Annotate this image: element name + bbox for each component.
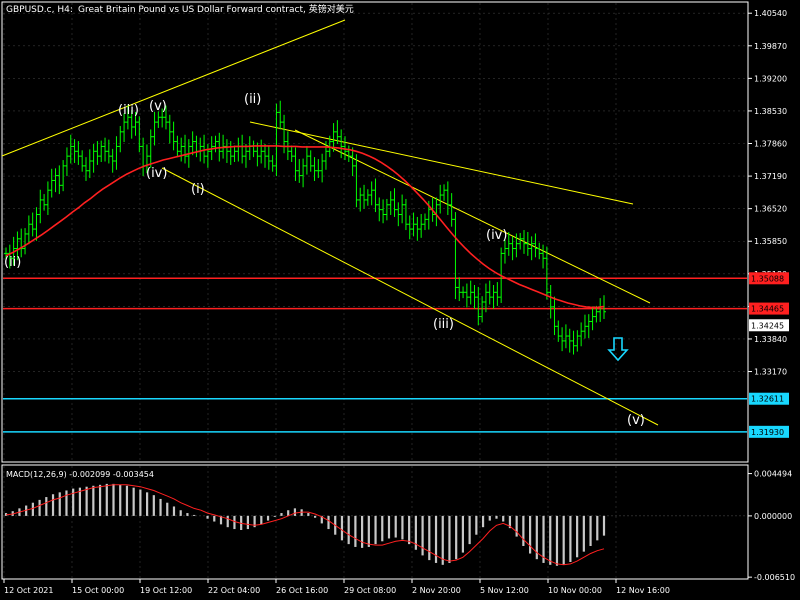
time-axis-label: 22 Oct 04:00	[208, 586, 260, 595]
symbol-description: Great Britain Pound vs US Dollar Forward…	[78, 3, 354, 15]
current-price-tag	[749, 319, 789, 332]
price-level-tags: 1.35088 1.34465 1.32611 1.31930 1.34245	[749, 272, 789, 438]
channel-lower-line-1	[249, 121, 634, 205]
price-axis-label: 1.39200	[754, 74, 787, 83]
macd-panel-frame	[1, 464, 749, 580]
wave-labels: (ii) (iii) (v) (iv) (i) (ii) (iii) (iv) …	[4, 92, 645, 428]
wave-label: (ii)	[4, 255, 21, 270]
wave-label: (iii)	[433, 317, 454, 332]
trendlines	[1, 19, 659, 426]
price-level-label: 1.32611	[751, 395, 784, 404]
price-axis-label: 1.35850	[754, 237, 787, 246]
channel-support-line	[161, 167, 659, 426]
price-axis-label: 1.40540	[754, 9, 787, 18]
macd-title: MACD(12,26,9) -0.002099 -0.003454	[6, 470, 154, 479]
moving-average-line	[5, 145, 605, 309]
channel-upper-line	[1, 19, 346, 157]
macd-axis: 0.004494 0.000000 -0.006510	[748, 470, 795, 582]
symbol-title: GBPUSD.c, H4:	[6, 5, 73, 15]
wave-label: (iii)	[118, 103, 139, 118]
down-arrow-icon	[607, 337, 629, 362]
price-level-tag	[749, 302, 789, 315]
price-axis-label: 1.38530	[754, 107, 787, 116]
time-axis-label: 29 Oct 08:00	[344, 586, 396, 595]
price-panel-frame	[1, 1, 749, 463]
price-axis-label: 1.39870	[754, 42, 787, 51]
wave-label: (iv)	[486, 228, 507, 243]
time-axis-label: 15 Oct 00:00	[72, 586, 124, 595]
time-axis-label: 5 Nov 12:00	[480, 586, 529, 595]
price-level-label: 1.35088	[751, 274, 784, 283]
time-axis-label: 12 Nov 16:00	[616, 586, 670, 595]
price-level-tag	[749, 425, 789, 438]
price-axis-label: 1.37190	[754, 172, 787, 181]
time-axis: 12 Oct 2021 15 Oct 00:00 19 Oct 12:00 22 Oc…	[3, 579, 670, 595]
channel-lower-line-2	[294, 129, 651, 304]
wave-label: (iv)	[146, 166, 167, 181]
price-level-label: 1.34465	[751, 305, 784, 314]
macd-axis-label: -0.006510	[754, 573, 795, 582]
macd-axis-label: 0.004494	[754, 470, 792, 479]
macd-histogram	[4, 483, 606, 566]
macd-axis-label: 0.000000	[754, 512, 792, 521]
time-axis-label: 26 Oct 16:00	[276, 586, 328, 595]
time-axis-label: 2 Nov 20:00	[412, 586, 461, 595]
wave-label: (v)	[149, 99, 167, 114]
price-level-tag	[749, 272, 789, 285]
wave-label: (v)	[627, 413, 645, 428]
wave-label: (ii)	[244, 92, 261, 107]
price-axis-label: 1.37860	[754, 140, 787, 149]
time-axis-label: 12 Oct 2021	[4, 586, 53, 595]
price-axis-label: 1.33170	[754, 368, 787, 377]
price-axis-label: 1.33840	[754, 335, 787, 344]
price-axis-label: 1.36520	[754, 205, 787, 214]
macd-signal-line	[5, 484, 605, 566]
time-axis-label: 10 Nov 00:00	[548, 586, 602, 595]
price-level-tag	[749, 392, 789, 405]
horizontal-levels	[3, 277, 747, 433]
price-bars	[4, 100, 606, 355]
current-price-label: 1.34245	[751, 321, 784, 330]
price-level-label: 1.31930	[751, 428, 784, 437]
wave-label: (i)	[191, 182, 205, 197]
time-axis-label: 19 Oct 12:00	[140, 586, 192, 595]
